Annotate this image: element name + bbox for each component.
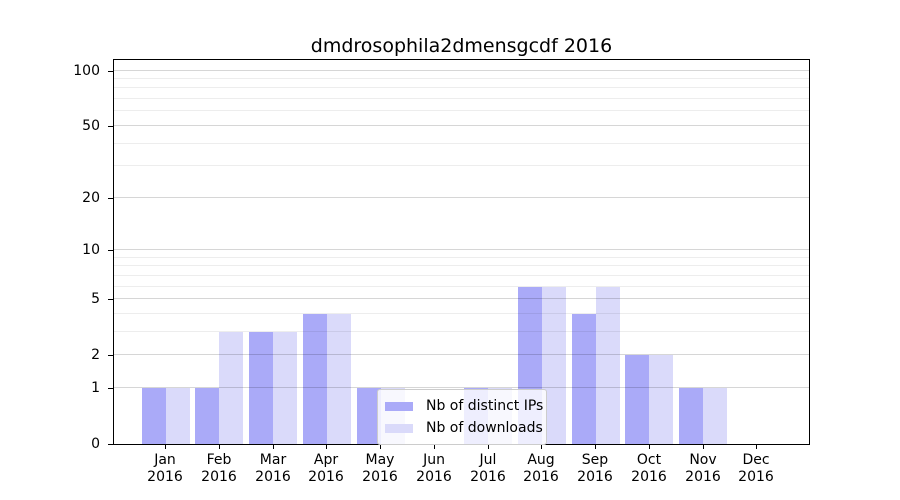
gridline-major-1: [114, 387, 809, 388]
gridline-minor-9: [114, 257, 809, 258]
bar-distinct-ips-apr: [303, 314, 327, 444]
x-tick-label-sep: Sep 2016: [577, 452, 613, 485]
x-tick-jun: [434, 445, 435, 449]
x-tick-label-mar: Mar 2016: [255, 452, 291, 485]
gridline-minor-70: [114, 98, 809, 99]
gridline-major-100: [114, 70, 809, 71]
bar-downloads-nov: [703, 388, 727, 444]
gridline-minor-30: [114, 165, 809, 166]
legend: Nb of distinct IPs Nb of downloads: [377, 389, 547, 445]
x-tick-aug: [541, 445, 542, 449]
gridline-minor-60: [114, 110, 809, 111]
bar-distinct-ips-nov: [679, 388, 703, 444]
x-tick-label-nov: Nov 2016: [685, 452, 721, 485]
x-tick-apr: [326, 445, 327, 449]
gridline-major-50: [114, 125, 809, 126]
x-tick-mar: [273, 445, 274, 449]
y-tick-label-20: 20: [82, 190, 100, 206]
x-tick-label-apr: Apr 2016: [308, 452, 344, 485]
x-tick-dec: [756, 445, 757, 449]
bar-distinct-ips-oct: [625, 355, 649, 444]
y-tick-0: [108, 444, 113, 445]
x-tick-label-feb: Feb 2016: [201, 452, 237, 485]
bar-downloads-oct: [649, 355, 673, 444]
legend-swatch-downloads: [385, 423, 413, 433]
legend-item-distinct-ips: Nb of distinct IPs: [385, 397, 543, 415]
bar-downloads-mar: [273, 332, 297, 444]
y-tick-20: [108, 198, 113, 199]
gridline-minor-3: [114, 331, 809, 332]
y-tick-100: [108, 71, 113, 72]
gridline-minor-7: [114, 275, 809, 276]
plot-area: Nb of distinct IPs Nb of downloads: [113, 59, 810, 445]
y-tick-label-10: 10: [82, 242, 100, 258]
y-tick-label-2: 2: [91, 347, 100, 363]
y-tick-5: [108, 299, 113, 300]
legend-label-distinct-ips: Nb of distinct IPs: [426, 398, 544, 414]
bar-downloads-feb: [219, 332, 243, 444]
y-tick-label-1: 1: [91, 380, 100, 396]
bar-distinct-ips-feb: [195, 388, 219, 444]
x-tick-feb: [219, 445, 220, 449]
y-tick-label-5: 5: [91, 291, 100, 307]
x-tick-label-jan: Jan 2016: [147, 452, 183, 485]
x-tick-sep: [595, 445, 596, 449]
x-tick-may: [380, 445, 381, 449]
x-tick-label-dec: Dec 2016: [738, 452, 774, 485]
x-tick-label-oct: Oct 2016: [631, 452, 667, 485]
y-tick-label-100: 100: [73, 63, 100, 79]
gridline-minor-6: [114, 286, 809, 287]
y-tick-label-0: 0: [91, 436, 100, 452]
x-tick-label-jul: Jul 2016: [470, 452, 506, 485]
x-tick-oct: [649, 445, 650, 449]
gridline-major-10: [114, 249, 809, 250]
bar-downloads-sep: [596, 287, 620, 444]
gridline-minor-80: [114, 87, 809, 88]
bar-distinct-ips-sep: [572, 314, 596, 444]
x-tick-jan: [165, 445, 166, 449]
x-tick-label-jun: Jun 2016: [416, 452, 452, 485]
gridline-major-5: [114, 298, 809, 299]
x-tick-label-may: May 2016: [362, 452, 398, 485]
y-tick-10: [108, 250, 113, 251]
y-tick-50: [108, 126, 113, 127]
legend-label-downloads: Nb of downloads: [426, 420, 543, 436]
bar-distinct-ips-mar: [249, 332, 273, 444]
gridline-minor-40: [114, 143, 809, 144]
y-tick-1: [108, 388, 113, 389]
bar-distinct-ips-jan: [142, 388, 166, 444]
x-tick-jul: [488, 445, 489, 449]
gridline-minor-4: [114, 313, 809, 314]
bar-downloads-jan: [166, 388, 190, 444]
chart-title: dmdrosophila2dmensgcdf 2016: [310, 35, 613, 57]
bar-downloads-apr: [327, 314, 351, 444]
legend-swatch-distinct-ips: [385, 401, 413, 411]
x-tick-nov: [703, 445, 704, 449]
y-tick-2: [108, 355, 113, 356]
gridline-major-2: [114, 354, 809, 355]
gridline-minor-8: [114, 265, 809, 266]
x-tick-label-aug: Aug 2016: [523, 452, 559, 485]
gridline-minor-90: [114, 78, 809, 79]
gridline-major-20: [114, 197, 809, 198]
y-tick-label-50: 50: [82, 118, 100, 134]
legend-item-downloads: Nb of downloads: [385, 419, 543, 437]
